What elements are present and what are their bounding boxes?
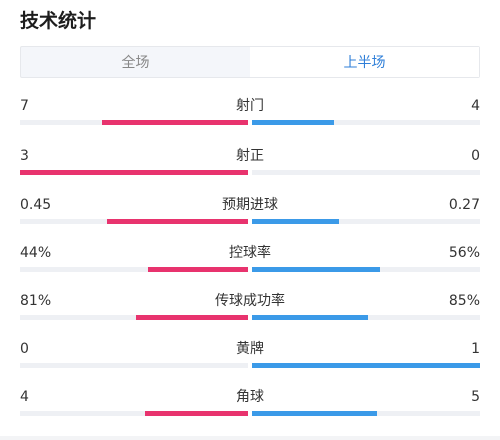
home-bar bbox=[20, 170, 248, 175]
home-value: 7 bbox=[20, 98, 29, 114]
home-bar-track bbox=[20, 315, 248, 320]
home-bar-track bbox=[20, 411, 248, 416]
bottom-divider bbox=[0, 436, 500, 440]
home-value: 44% bbox=[20, 245, 52, 261]
stat-label: 角球 bbox=[236, 389, 264, 405]
stat-label: 射门 bbox=[236, 98, 264, 114]
stat-row-shots: 7 射门 4 bbox=[20, 96, 480, 136]
home-bar bbox=[136, 315, 248, 320]
away-bar bbox=[252, 315, 369, 320]
away-bar-track bbox=[252, 363, 480, 368]
stat-label: 传球成功率 bbox=[215, 293, 285, 309]
stat-row-expected-goals: 0.45 预期进球 0.27 bbox=[20, 195, 480, 235]
home-bar-track bbox=[20, 363, 248, 368]
away-value: 85% bbox=[448, 293, 480, 309]
period-tabs: 全场 上半场 bbox=[20, 46, 480, 78]
stat-label: 射正 bbox=[236, 148, 264, 164]
away-bar-track bbox=[252, 267, 480, 272]
home-bar bbox=[102, 120, 248, 125]
away-bar bbox=[252, 363, 480, 368]
away-bar-track bbox=[252, 219, 480, 224]
stat-row-yellow-cards: 0 黄牌 1 bbox=[20, 339, 480, 379]
away-bar-track bbox=[252, 170, 480, 175]
away-value: 4 bbox=[471, 98, 480, 114]
home-value: 0.45 bbox=[20, 197, 52, 213]
home-bar bbox=[147, 267, 248, 272]
stat-label: 黄牌 bbox=[236, 341, 264, 357]
home-value: 81% bbox=[20, 293, 52, 309]
home-value: 4 bbox=[20, 389, 29, 405]
away-bar bbox=[252, 267, 380, 272]
away-value: 1 bbox=[471, 341, 480, 357]
home-bar bbox=[145, 411, 248, 416]
away-bar-track bbox=[252, 411, 480, 416]
home-bar-track bbox=[20, 267, 248, 272]
stat-label: 预期进球 bbox=[222, 197, 278, 213]
home-bar-track bbox=[20, 120, 248, 125]
home-bar bbox=[106, 219, 248, 224]
away-bar-track bbox=[252, 120, 480, 125]
away-value: 5 bbox=[471, 389, 480, 405]
home-bar-track bbox=[20, 170, 248, 175]
home-value: 3 bbox=[20, 148, 29, 164]
away-bar bbox=[252, 219, 339, 224]
away-bar bbox=[252, 120, 335, 125]
stat-row-corners: 4 角球 5 bbox=[20, 387, 480, 427]
stat-row-shots-on-target: 3 射正 0 bbox=[20, 146, 480, 186]
stat-row-pass-accuracy: 81% 传球成功率 85% bbox=[20, 291, 480, 331]
home-value: 0 bbox=[20, 341, 29, 357]
stat-label: 控球率 bbox=[229, 245, 271, 261]
home-bar-track bbox=[20, 219, 248, 224]
away-value: 0 bbox=[471, 148, 480, 164]
tab-full-match[interactable]: 全场 bbox=[121, 55, 150, 71]
away-bar bbox=[252, 411, 378, 416]
away-bar-track bbox=[252, 315, 480, 320]
page-title: 技术统计 bbox=[20, 10, 97, 32]
away-value: 0.27 bbox=[448, 197, 480, 213]
tab-first-half[interactable]: 上半场 bbox=[250, 47, 479, 77]
away-value: 56% bbox=[448, 245, 480, 261]
stat-row-possession: 44% 控球率 56% bbox=[20, 243, 480, 283]
